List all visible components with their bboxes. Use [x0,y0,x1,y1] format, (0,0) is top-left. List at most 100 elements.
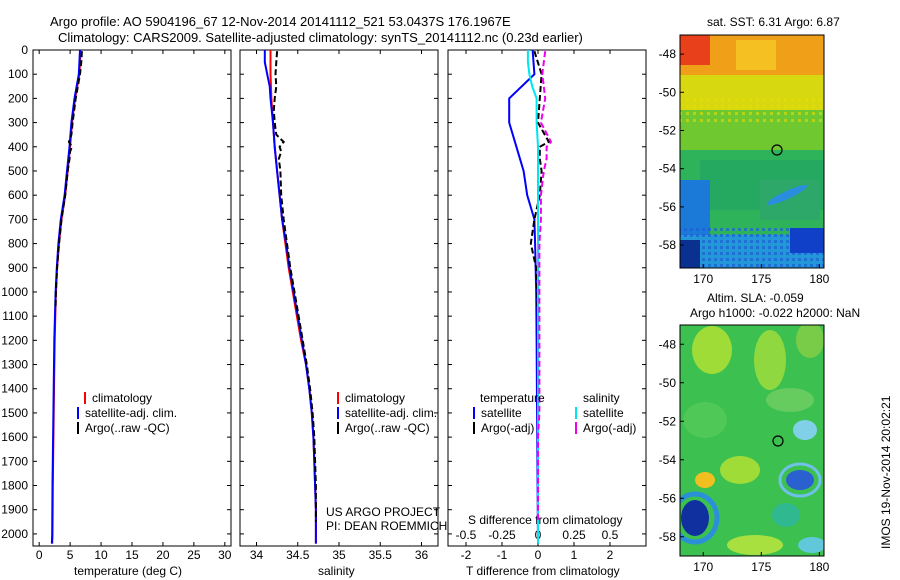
diff-xlabel-top: S difference from climatology [468,513,623,527]
map-x-tick-label: 170 [693,560,713,574]
legend-diff-temp-satellite: satellite [481,406,522,420]
sla-map-frame [679,324,825,557]
depth-tick-label: 1300 [1,358,28,372]
temp-series [50,49,83,544]
sal-panel-frame [239,49,439,547]
map-x-tick-label: 170 [693,272,713,286]
series-line-3 [526,50,539,544]
x-tick-label: 0 [535,548,542,562]
legend-diff-sal-argo: Argo(-adj) [583,421,636,435]
depth-tick-label: 1500 [1,406,28,420]
map-y-tick-label: -48 [659,47,677,61]
map-y-tick-label: -54 [659,162,677,176]
depth-tick-label: 1800 [1,479,28,493]
map-x-tick-label: 180 [809,272,829,286]
sst-axes: -48 -50 -52 -54 -56 -58 170 175 180 [659,47,830,286]
series-line-2 [263,50,317,544]
depth-axis: 0 100 200 300 400 500 600 700 800 900 1000 1100 1200… [1,43,646,541]
depth-tick-label: 1400 [1,382,28,396]
x-tick-label: 5 [67,548,74,562]
series-line-3 [272,51,317,522]
x-tick-label-top: -0.25 [488,528,516,542]
legend-sal-satellite: satellite-adj. clim. [345,406,437,420]
sal-legend: climatology satellite-adj. clim. Argo(..… [337,391,437,435]
depth-tick-label: 1600 [1,430,28,444]
diff-legend: temperature salinity satellite Argo(-adj… [473,391,636,435]
depth-tick-label: 700 [8,212,28,226]
x-tick-label: 0 [36,548,43,562]
sla-title2: Argo h1000: -0.022 h2000: NaN [690,306,860,320]
map-y-tick-label: -50 [659,376,677,390]
map-y-tick-label: -58 [659,238,677,252]
series-line-1 [508,49,539,544]
x-tick-label-top: 0.25 [562,528,586,542]
x-tick-label-top: -0.5 [456,528,477,542]
x-tick-label: 34 [250,548,264,562]
header-line1: Argo profile: AO 5904196_67 12-Nov-2014 … [50,14,511,29]
series-line-3 [54,51,83,307]
x-tick-label: 35 [332,548,346,562]
credit-line1: US ARGO PROJECT [326,505,441,519]
x-tick-label: 20 [156,548,170,562]
map-y-tick-label: -56 [659,491,677,505]
x-tick-label-top: 0.5 [602,528,619,542]
depth-tick-label: 1200 [1,333,28,347]
depth-tick-label: 100 [8,67,28,81]
map-y-tick-label: -52 [659,123,677,137]
depth-tick-label: 400 [8,140,28,154]
map-y-tick-label: -54 [659,453,677,467]
depth-tick-label: 800 [8,237,28,251]
depth-tick-label: 1100 [2,309,28,323]
legend-temp-climatology: climatology [92,391,152,405]
sst-argo-marker [771,144,783,156]
depth-tick-label: 300 [8,116,28,130]
diff-series [508,49,553,544]
map-y-tick-label: -50 [659,85,677,99]
series-line-2 [50,49,81,544]
series-line-1 [269,50,317,544]
credit-line2: PI: DEAN ROEMMICH [326,519,447,533]
x-tick-label: 15 [125,548,139,562]
map-y-tick-label: -58 [659,530,677,544]
map-y-tick-label: -48 [659,337,677,351]
sla-axes: -48 -50 -52 -54 -56 -58 170 175 180 [659,337,830,574]
map-x-tick-label: 180 [809,560,829,574]
map-x-tick-label: 175 [751,560,771,574]
legend-sal-argo: Argo(..raw -QC) [345,421,430,435]
depth-tick-label: 600 [8,188,28,202]
depth-tick-label: 500 [8,164,28,178]
x-tick-label: -1 [497,548,508,562]
depth-tick-label: 2000 [1,527,28,541]
sal-x-axis: 34 34.5 35 35.5 36 [250,50,429,562]
map-y-tick-label: -56 [659,200,677,214]
depth-tick-label: 0 [21,43,28,57]
sst-title: sat. SST: 6.31 Argo: 6.87 [707,15,840,29]
x-tick-label: 25 [187,548,201,562]
temp-x-axis: 0 5 10 15 20 25 30 [36,50,232,562]
depth-tick-label: 1900 [1,503,28,517]
map-y-tick-label: -52 [659,414,677,428]
x-tick-label: 10 [94,548,108,562]
sal-xlabel: salinity [318,564,355,578]
temp-xlabel: temperature (deg C) [74,564,182,578]
depth-tick-label: 200 [8,91,28,105]
legend-diff-temp-header: temperature [480,391,545,405]
legend-diff-sal-header: salinity [583,391,620,405]
header-line2: Climatology: CARS2009. Satellite-adjuste… [58,30,583,45]
x-tick-label: 35.5 [369,548,393,562]
sst-map [680,35,824,268]
x-tick-label: 34.5 [286,548,310,562]
depth-tick-label: 900 [8,261,28,275]
series-line-4 [537,51,553,522]
legend-temp-satellite: satellite-adj. clim. [85,406,177,420]
legend-sal-climatology: climatology [345,391,405,405]
temp-legend: climatology satellite-adj. clim. Argo(..… [77,391,177,435]
depth-tick-label: 1000 [1,285,28,299]
x-tick-label: 30 [218,548,232,562]
legend-diff-temp-argo: Argo(-adj) [481,421,534,435]
x-tick-label: 2 [607,548,614,562]
sla-map [680,325,824,556]
sst-map-frame [679,34,825,269]
depth-tick-label: 1700 [1,454,28,468]
x-tick-label: 36 [415,548,429,562]
